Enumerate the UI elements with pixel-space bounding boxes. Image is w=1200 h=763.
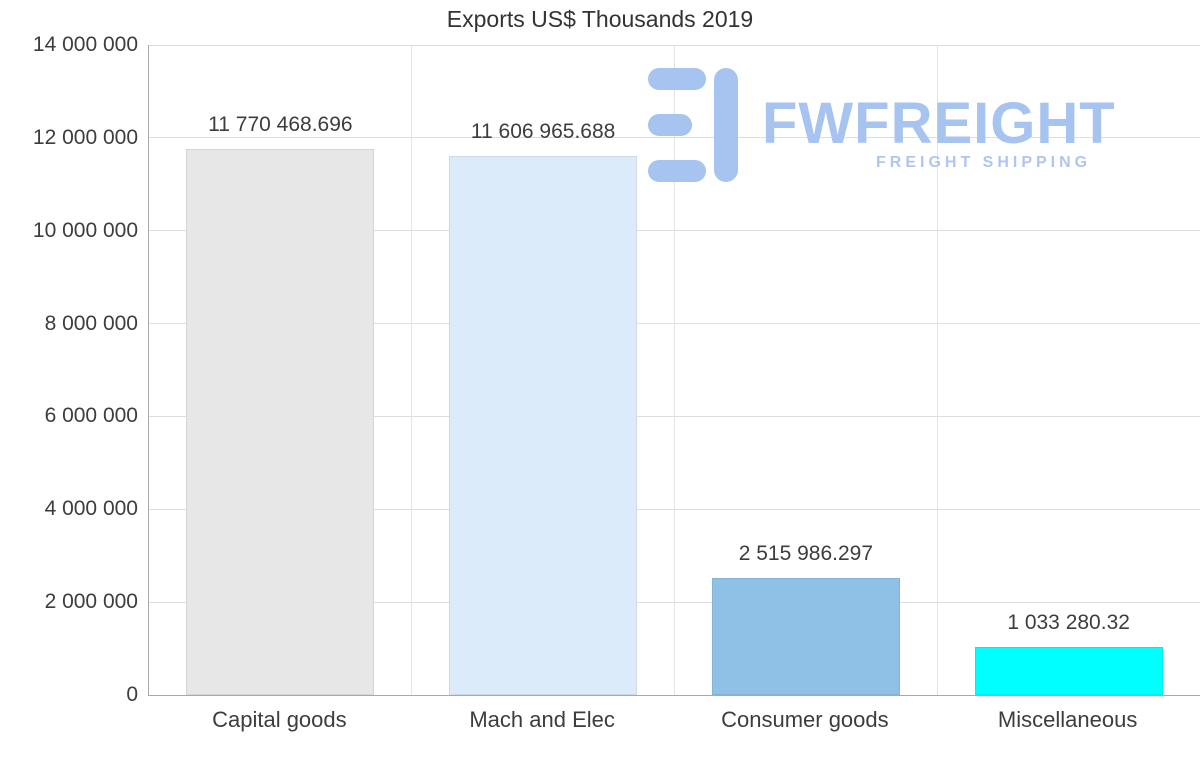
x-axis-category-label: Mach and Elec <box>469 707 615 732</box>
x-axis: Capital goods Mach and Elec Consumer goods… <box>148 705 1199 739</box>
v-gridline <box>674 45 675 695</box>
y-axis-tick-label: 12 000 000 <box>32 125 138 149</box>
x-axis-category-label: Miscellaneous <box>997 707 1138 732</box>
bar-value-label: 11 770 468.696 <box>208 112 353 136</box>
y-axis-tick-label: 4 000 000 <box>44 497 138 521</box>
v-gridline <box>936 45 938 695</box>
y-axis: 14 000 000 12 000 000 10 000 000 8 000 000 6… <box>0 33 138 706</box>
bar-miscellaneous <box>974 647 1163 695</box>
x-axis-category-label: Capital goods <box>212 707 347 732</box>
bar-mach-and-elec <box>449 156 638 695</box>
plot-area: 11 770 468.696 11 606 965.688 2 515 986.29… <box>148 44 1200 696</box>
y-axis-tick-label: 14 000 000 <box>32 33 138 56</box>
y-axis-tick-label: 2 000 000 <box>44 590 138 614</box>
y-axis-tick-label: 8 000 000 <box>44 311 138 335</box>
bar-consumer-goods <box>711 578 900 695</box>
bar-value-label: 11 606 965.688 <box>470 120 616 144</box>
chart-title: Exports US$ Thousands 2019 <box>446 6 754 32</box>
bar-capital-goods <box>186 148 375 695</box>
y-axis-tick-label: 6 000 000 <box>44 404 138 428</box>
v-gridline <box>411 45 413 695</box>
y-axis-tick-label: 10 000 000 <box>32 218 138 242</box>
bar-value-label: 2 515 986.297 <box>738 542 874 566</box>
y-axis-tick-label: 0 <box>126 683 138 706</box>
bar-value-label: 1 033 280.32 <box>1007 611 1130 635</box>
x-axis-category-label: Consumer goods <box>721 707 889 732</box>
